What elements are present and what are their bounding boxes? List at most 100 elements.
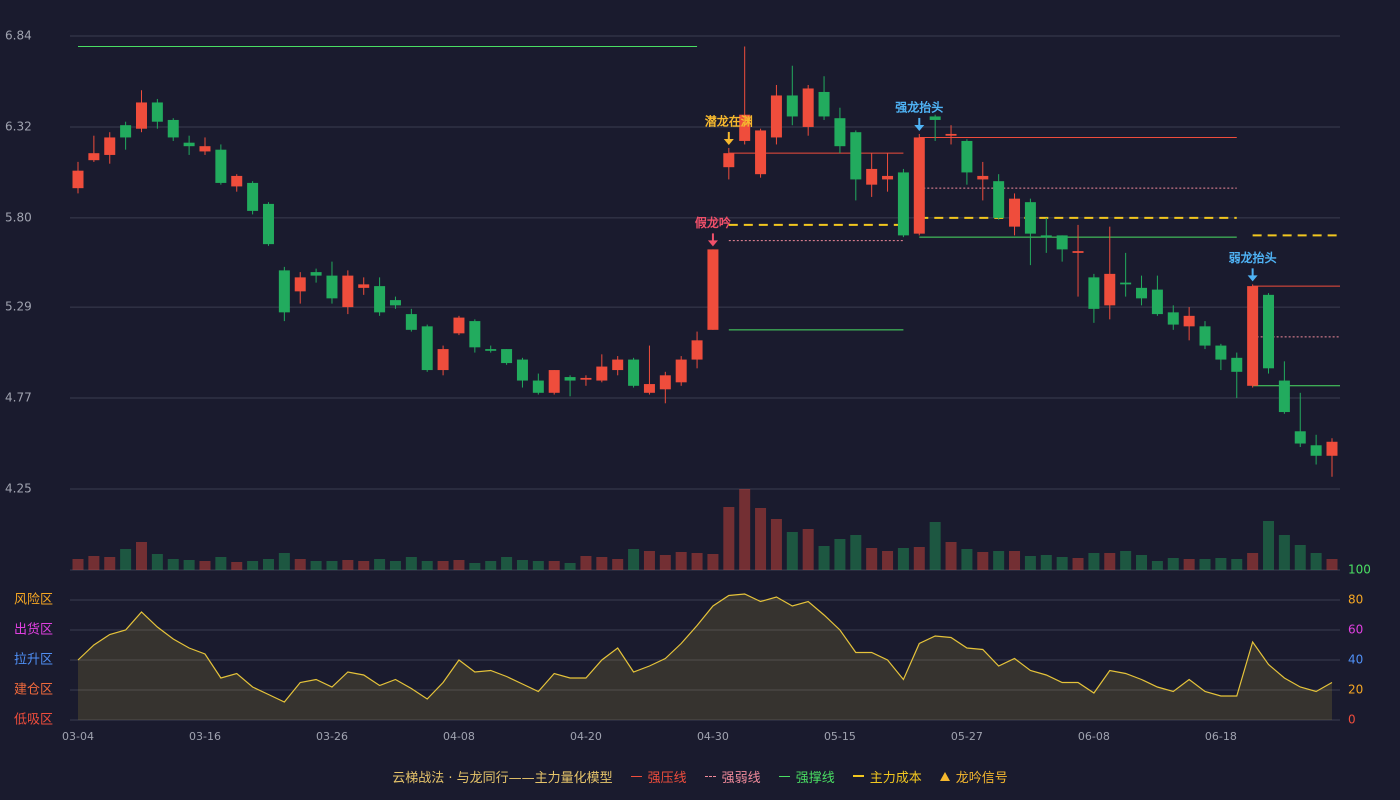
volume-bar — [1104, 553, 1116, 570]
volume-bar — [993, 551, 1005, 570]
candle-body — [723, 153, 735, 168]
legend-label: 龙吟信号 — [955, 770, 1008, 786]
volume-bar — [199, 561, 211, 570]
candle-body — [564, 377, 576, 381]
candle-body — [1136, 287, 1148, 299]
zone-label: 建仓区 — [14, 683, 53, 698]
volume-bar — [1151, 561, 1163, 570]
candle-body — [1231, 357, 1243, 372]
volume-bar — [945, 542, 957, 570]
volume-bar — [1056, 557, 1068, 570]
volume-bar — [278, 553, 290, 570]
indicator-area — [78, 594, 1332, 720]
volume-bar — [247, 561, 259, 570]
candle-body — [247, 182, 259, 211]
candle-body — [1199, 326, 1211, 346]
volume-bar — [88, 556, 100, 570]
candle-body — [421, 326, 433, 371]
legend-item: 强弱线 — [704, 767, 761, 786]
candle-body — [897, 172, 909, 236]
volume-bar — [548, 561, 560, 570]
candle-body — [294, 277, 306, 292]
legend-swatch — [939, 771, 950, 781]
x-tick-label: 03-04 — [62, 730, 94, 743]
candle-body — [532, 380, 544, 393]
candle-body — [151, 102, 163, 122]
candle-body — [1040, 235, 1052, 238]
volume-bar — [358, 561, 370, 570]
y-tick-label: 4.77 — [5, 391, 32, 405]
volume-bar — [802, 529, 814, 570]
candle-body — [358, 284, 370, 288]
signal-arrow — [1247, 275, 1258, 282]
volume-bar — [135, 542, 147, 570]
indicator-line — [77, 593, 1333, 703]
legend-label: 强压线 — [647, 770, 687, 786]
x-tick-label: 06-08 — [1078, 730, 1110, 743]
legend: 云梯战法 · 与龙同行——主力量化模型 强压线 强弱线 强撑线 主力成本 龙吟信号 — [0, 766, 1400, 786]
candle-body — [755, 130, 767, 175]
legend-item: 主力成本 — [852, 767, 922, 786]
legend-label: 主力成本 — [869, 770, 922, 786]
volume-bar — [120, 549, 132, 570]
volume-bar — [612, 559, 624, 570]
candle-body — [850, 132, 862, 180]
signal-arrow — [723, 138, 734, 145]
volume-bar — [1072, 558, 1084, 570]
volume-bar — [707, 554, 719, 570]
candle-body — [469, 321, 481, 348]
candle-body — [1056, 235, 1068, 250]
candle-body — [183, 142, 195, 147]
candle-body — [501, 349, 513, 364]
volume-bar — [977, 552, 989, 570]
y-tick-label: 6.32 — [5, 119, 32, 133]
candle-body — [1278, 380, 1290, 413]
candle-body — [1009, 198, 1021, 227]
volume-bar — [834, 539, 846, 570]
signal-label: 强龙抬头 — [895, 99, 943, 114]
volume-bar — [1040, 555, 1052, 570]
volume-bar — [215, 557, 227, 570]
candle-body — [866, 168, 878, 185]
volume-bar — [437, 561, 449, 570]
volume-bar — [1231, 559, 1243, 570]
y2-tick-label: 0 — [1348, 713, 1356, 727]
volume-bar — [1120, 551, 1132, 570]
volume-bar — [262, 559, 274, 570]
volume-bar — [580, 556, 592, 570]
volume-bar — [929, 522, 941, 570]
volume-bar — [374, 559, 386, 570]
candle-body — [453, 317, 465, 334]
candle-body — [643, 384, 655, 393]
candle-body — [342, 275, 354, 308]
candle-body — [1326, 441, 1338, 456]
candle-body — [659, 375, 671, 390]
candle-body — [310, 272, 322, 276]
signal-label: 潜龙在渊 — [705, 113, 753, 128]
volume-bar — [310, 561, 322, 570]
volume-bar — [596, 557, 608, 570]
volume-bar — [659, 555, 671, 570]
volume-bar — [770, 519, 782, 570]
candle-body — [405, 314, 417, 330]
y-tick-label: 5.80 — [5, 210, 32, 224]
legend-swatch — [778, 775, 790, 777]
candle-body — [88, 153, 100, 161]
legend-label: 强弱线 — [721, 770, 761, 786]
candle-body — [580, 377, 592, 380]
candle-body — [1215, 345, 1227, 360]
volume-bar — [866, 548, 878, 570]
volume-bar — [1088, 553, 1100, 570]
zone-label: 低吸区 — [14, 713, 53, 728]
volume-bar — [818, 546, 830, 570]
zone-label: 出货区 — [14, 622, 53, 638]
candle-body — [437, 349, 449, 371]
candle-body — [548, 370, 560, 393]
legend-label: 强撑线 — [795, 770, 835, 786]
volume-bar — [104, 557, 116, 570]
volume-bar — [294, 559, 306, 570]
volume-bar — [183, 560, 195, 570]
x-tick-label: 04-20 — [570, 730, 602, 743]
x-tick-label: 03-16 — [189, 730, 221, 743]
volume-bar — [1183, 559, 1195, 570]
